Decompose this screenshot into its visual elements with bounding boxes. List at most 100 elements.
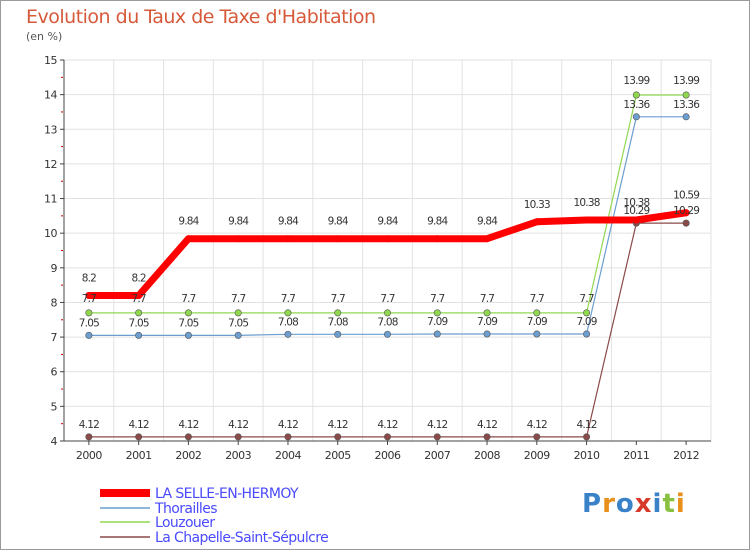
data-point [284,330,292,338]
data-label: 7.08 [328,316,348,328]
logo-letter: i [675,489,686,519]
data-point [433,309,441,317]
data-label: 4.12 [228,419,248,431]
data-point [184,331,192,339]
data-point [184,235,192,243]
x-tick-label: 2003 [225,449,251,462]
data-point [483,235,491,243]
data-label: 9.84 [477,216,498,228]
data-label: 10.29 [623,205,649,217]
data-point [533,433,541,441]
data-point [583,216,591,224]
data-label: 13.36 [623,99,650,111]
y-tick-label: 12 [44,158,57,171]
x-tick-label: 2010 [574,449,600,462]
y-tick-label: 5 [51,400,58,413]
data-label: 7.09 [527,316,547,328]
data-point [682,219,690,227]
data-point [135,309,143,317]
data-label: 7.05 [178,317,198,329]
data-label: 7.05 [129,317,149,329]
data-point [135,292,143,300]
data-label: 4.12 [79,419,99,431]
data-label: 7.7 [281,293,295,305]
data-label: 9.84 [178,216,199,228]
data-point [682,209,690,217]
data-label: 10.38 [623,197,649,209]
data-point [483,433,491,441]
y-tick-label: 4 [51,435,58,448]
data-point [682,113,690,121]
data-label: 4.12 [129,419,149,431]
data-point [583,433,591,441]
data-label: 13.99 [623,75,649,87]
data-label: 7.7 [331,293,345,305]
x-tick-label: 2011 [623,449,649,462]
x-tick-label: 2000 [76,449,102,462]
logo-letter: P [582,489,603,519]
data-point [85,292,93,300]
data-point [334,235,342,243]
data-label: 7.09 [576,316,596,328]
x-tick-label: 2006 [375,449,401,462]
data-label: 7.7 [181,293,195,305]
data-point [184,309,192,317]
data-label: 13.36 [673,99,700,111]
x-tick-label: 2007 [424,449,450,462]
data-point [334,330,342,338]
data-point [234,309,242,317]
data-point [433,433,441,441]
data-point [85,433,93,441]
data-point [433,235,441,243]
data-label: 10.33 [524,199,550,211]
data-point [135,331,143,339]
logo-letter: i [652,489,663,519]
data-point [583,309,591,317]
data-point [284,309,292,317]
data-point [383,330,391,338]
data-label: 7.05 [228,317,248,329]
data-label: 7.7 [231,293,245,305]
data-label: 7.09 [427,316,447,328]
data-label: 8.2 [82,273,96,285]
data-label: 4.12 [278,419,298,431]
data-point [533,309,541,317]
data-point [682,91,690,99]
proxiti-logo: Proxiti [582,489,686,519]
legend-label: La Chapelle-Saint-Sépulcre [155,530,328,546]
data-label: 7.09 [477,316,497,328]
data-label: 7.08 [377,316,397,328]
x-tick-label: 2002 [175,449,201,462]
data-label: 13.99 [673,75,699,87]
data-label: 4.12 [576,419,596,431]
data-label: 7.7 [430,293,444,305]
x-tick-label: 2008 [474,449,500,462]
data-label: 8.2 [131,273,145,285]
data-label: 4.12 [427,419,447,431]
data-point [135,433,143,441]
data-point [234,235,242,243]
data-point [334,309,342,317]
data-point [483,330,491,338]
data-point [483,309,491,317]
data-label: 4.12 [178,419,198,431]
y-tick-label: 14 [44,89,57,102]
data-point [184,433,192,441]
data-label: 7.08 [278,316,298,328]
data-point [632,91,640,99]
data-label: 4.12 [527,419,547,431]
y-tick-label: 6 [51,366,58,379]
legend-label: Thorailles [154,501,217,517]
legend-label: LA SELLE-EN-HERMOY [155,486,299,502]
data-point [583,330,591,338]
data-label: 9.84 [228,216,249,228]
data-point [234,331,242,339]
chart-title: Evolution du Taux de Taxe d'Habitation [26,6,376,28]
data-point [632,216,640,224]
x-tick-label: 2004 [275,449,301,462]
data-point [85,331,93,339]
data-point [433,330,441,338]
data-label: 7.7 [480,293,494,305]
x-tick-label: 2001 [126,449,152,462]
plot-area [64,60,711,441]
